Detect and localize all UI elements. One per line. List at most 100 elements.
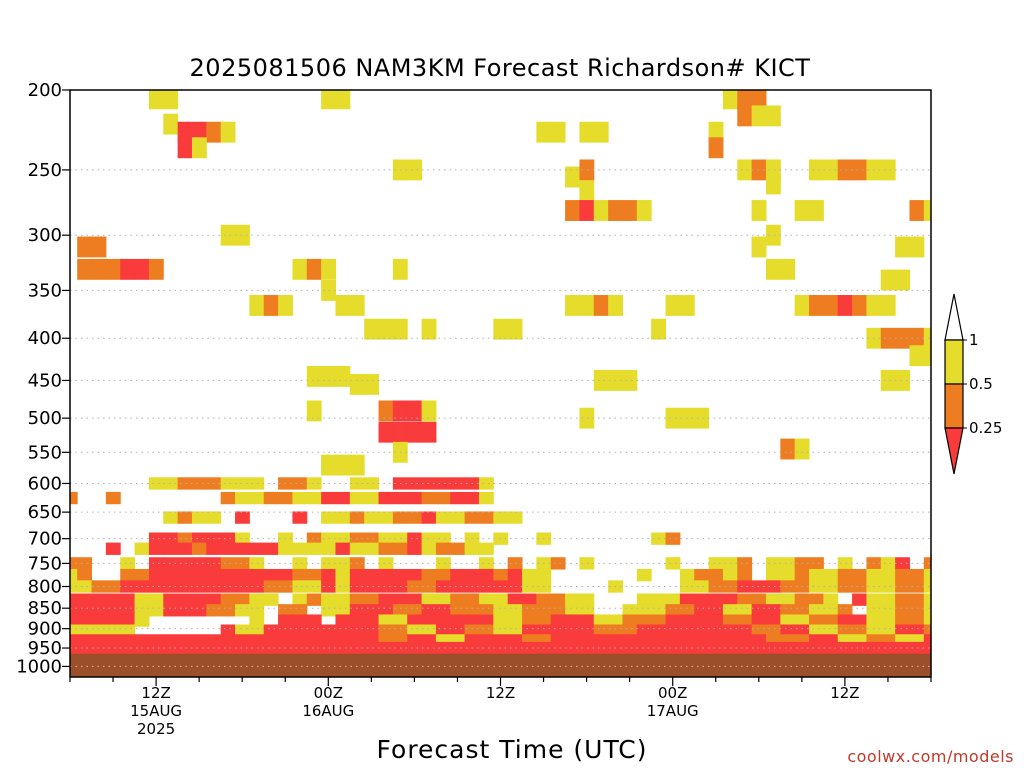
heatmap-cell [579,200,595,221]
heatmap-cell [335,90,351,110]
heatmap-cell [895,557,910,570]
heatmap-cell [70,593,136,606]
heatmap-cell [349,511,365,524]
heatmap-cell [794,568,810,582]
heatmap-cell [321,491,351,505]
heatmap-cell [249,295,265,316]
heatmap-cell [306,477,322,490]
heatmap-cell [953,634,982,646]
heatmap-cell [306,400,322,422]
heatmap-cell [464,542,494,555]
heatmap-cell [493,318,509,340]
heatmap-cell [536,121,552,143]
heatmap-cell [679,568,695,582]
heatmap-cell [780,614,810,627]
y-tick-label: 750 [28,553,62,574]
heatmap-cell [780,258,796,280]
heatmap-cell [235,511,250,524]
heatmap-cell [177,511,193,524]
heatmap-cell [148,568,222,582]
heatmap-cell [550,614,595,627]
heatmap-cell [923,345,931,367]
heatmap-cell [278,477,308,490]
heatmap-cell [421,542,437,555]
heatmap-cell [335,568,351,582]
heatmap-cell [206,542,279,555]
heatmap-cell [923,614,931,627]
heatmap-cell [880,269,896,291]
heatmap-cell [392,421,408,443]
colorbar-tick-label: 0.25 [969,419,1002,437]
colorbar-tick-label: 1 [969,331,979,349]
heatmap-cell [953,594,982,606]
heatmap-cell [378,542,408,555]
heatmap-cell [579,121,595,143]
heatmap-cell [880,295,896,316]
heatmap-cell [794,593,824,606]
heatmap-cell [895,604,925,617]
heatmap-cell [665,295,681,316]
x-tick-label: 16AUG [302,702,354,720]
heatmap-cell [421,491,451,505]
heatmap-cell [349,542,380,555]
heatmap-cell [392,604,423,617]
chart-title: 2025081506 NAM3KM Forecast Richardson# K… [190,54,811,82]
heatmap-cell [880,557,896,570]
heatmap-cell [421,604,451,617]
heatmap-cell [70,614,136,627]
colorbar-legend: 1 0.5 0.25 [944,293,1002,475]
heatmap-cell [91,580,121,593]
heatmap-cell [880,327,896,349]
heatmap-cell [321,365,336,387]
heatmap-cell [809,295,824,316]
heatmap-cell [421,511,437,524]
heatmap-cell [392,511,423,524]
heatmap-cell [722,604,753,617]
heatmap-cell [708,137,724,159]
heatmap-cell [70,604,136,617]
heatmap-cell [335,365,351,387]
heatmap-cell [608,200,623,221]
heatmap-cell [694,407,710,429]
heatmap-cell [737,159,753,181]
heatmap-cell [220,568,293,582]
heatmap-cell [809,624,839,637]
heatmap-cell [565,166,580,188]
heatmap-cell [292,568,322,582]
credit-text[interactable]: coolwx.com/models [847,747,1014,766]
heatmap-cell [636,624,695,637]
heatmap-cell [191,137,207,159]
heatmap-cell [593,369,609,391]
heatmap-cell [507,318,523,340]
heatmap-cell [435,557,451,570]
heatmap-cell [77,568,93,582]
x-tick-label: 12Z [830,684,859,702]
heatmap-cell [953,625,982,637]
heatmap-cell [364,511,394,524]
heatmap-cell [378,400,394,422]
heatmap-cell [522,604,566,617]
heatmap-cell [837,624,867,637]
heatmap-cell [880,159,896,181]
heatmap-cell [737,568,753,582]
heatmap-cell [852,295,867,316]
heatmap-cell [478,593,509,606]
below-ground-area [70,653,931,677]
heatmap-cell [134,258,150,280]
heatmap-cell [809,159,824,181]
heatmap-cell [392,568,423,582]
heatmap-cell [837,604,853,617]
heatmap-cell [923,634,931,647]
heatmap-cell [306,593,322,606]
heatmap-cell [407,624,437,637]
heatmap-cell [120,557,136,570]
heatmap-cell [579,159,595,181]
heatmap-cell [636,568,652,582]
heatmap-cell [335,580,351,593]
heatmap-cell [809,604,839,617]
heatmap-cell [148,542,193,555]
heatmap-cell [148,557,164,570]
heatmap-cell [120,568,150,582]
heatmap-cell [923,200,931,221]
heatmap-cell [665,557,681,570]
